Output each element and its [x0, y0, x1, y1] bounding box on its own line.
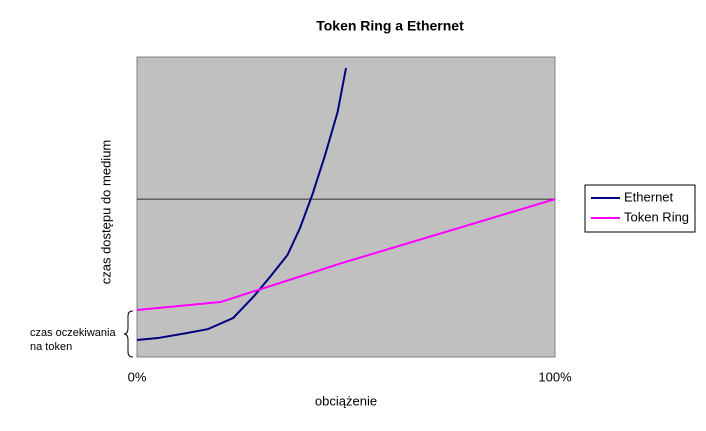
legend-label: Token Ring	[624, 209, 689, 224]
x-tick-label: 0%	[128, 369, 147, 384]
x-tick-label: 100%	[538, 369, 572, 384]
line-series	[136, 67, 347, 341]
legend	[584, 184, 696, 233]
legend-label: Ethernet	[624, 189, 674, 204]
annotation: na token	[30, 341, 72, 353]
brace	[123, 310, 134, 358]
chart-title: Token Ring a Ethernet	[316, 18, 464, 34]
x-axis-label: obciążenie	[315, 393, 377, 408]
y-axis-label: czas dostępu do medium	[98, 140, 113, 285]
annotation: czas oczekiwania	[30, 327, 116, 339]
plot-area	[136, 56, 556, 358]
line-series	[136, 198, 556, 311]
